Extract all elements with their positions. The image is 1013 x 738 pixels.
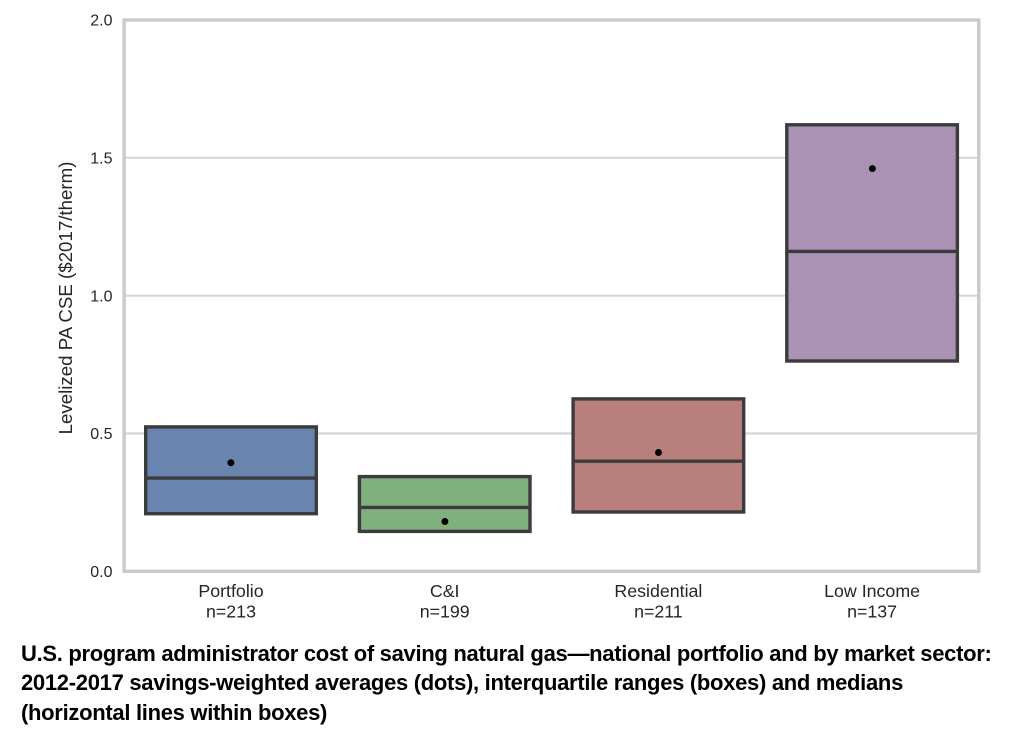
svg-text:Levelized PA CSE ($2017/therm): Levelized PA CSE ($2017/therm) [55,162,76,435]
svg-text:C&I: C&I [430,581,460,601]
svg-text:2.0: 2.0 [90,13,112,30]
svg-text:Residential: Residential [614,581,702,601]
svg-text:n=211: n=211 [634,601,683,621]
svg-text:Low Income: Low Income [824,581,920,601]
svg-text:1.0: 1.0 [90,288,112,305]
svg-text:Portfolio: Portfolio [198,581,263,601]
svg-text:n=137: n=137 [847,601,897,621]
svg-text:1.5: 1.5 [90,150,112,167]
svg-text:n=213: n=213 [206,601,256,621]
svg-text:n=199: n=199 [420,601,470,621]
svg-text:0.0: 0.0 [90,564,112,581]
svg-text:0.5: 0.5 [90,426,112,443]
